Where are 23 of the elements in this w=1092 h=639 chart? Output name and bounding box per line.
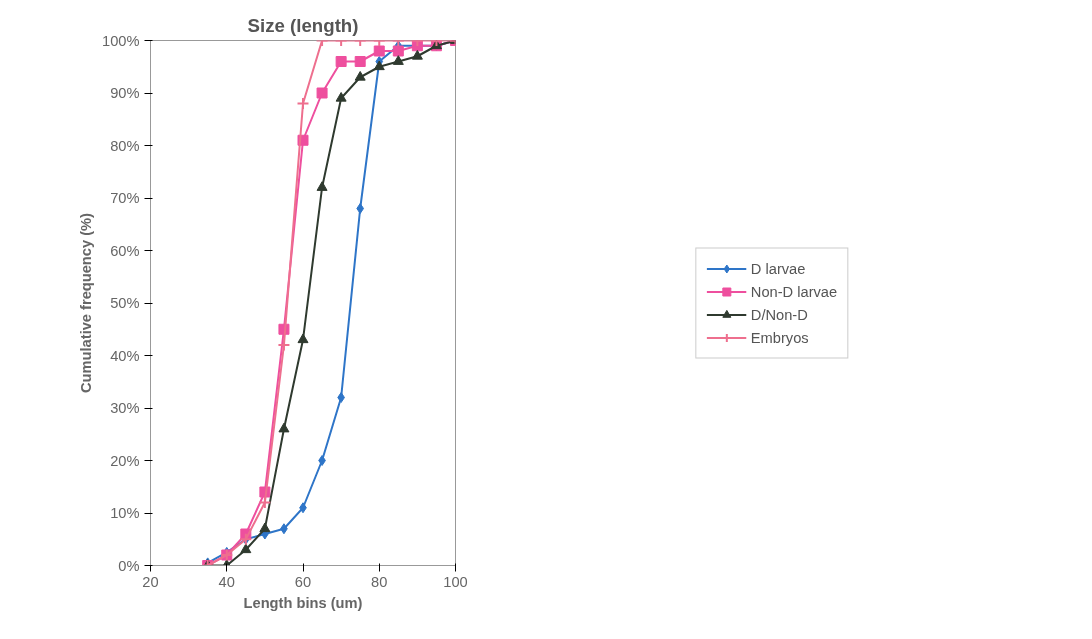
chart-title: Size (length) xyxy=(247,14,359,36)
x-tick-label: 20 xyxy=(142,573,159,590)
legend-label: Non-D larvae xyxy=(750,283,838,299)
y-tick-label: 30% xyxy=(110,400,140,416)
y-axis-title: Cumulative frequency (%) xyxy=(78,212,95,393)
y-tick-label: 60% xyxy=(110,242,140,259)
x-axis-title: Length bins (um) xyxy=(243,594,363,611)
x-tick-label: 60 xyxy=(294,573,312,590)
y-tick-label: 0% xyxy=(118,557,140,574)
y-tick-label: 50% xyxy=(110,295,140,311)
x-tick-label: 100 xyxy=(443,573,468,590)
y-tick-label: 10% xyxy=(110,505,140,521)
x-tick-label: 80 xyxy=(371,573,388,590)
legend-label: D larvae xyxy=(750,260,806,276)
y-tick-label: 40% xyxy=(110,347,140,364)
y-tick-label: 80% xyxy=(110,137,140,154)
y-tick-label: 70% xyxy=(110,190,140,206)
x-tick-label: 40 xyxy=(218,573,235,590)
y-tick-label: 90% xyxy=(110,85,140,101)
legend-label: Embryos xyxy=(750,329,809,345)
legend-label: D/Non-D xyxy=(750,306,808,322)
y-tick-label: 20% xyxy=(110,452,140,469)
y-tick-label: 100% xyxy=(102,32,140,49)
